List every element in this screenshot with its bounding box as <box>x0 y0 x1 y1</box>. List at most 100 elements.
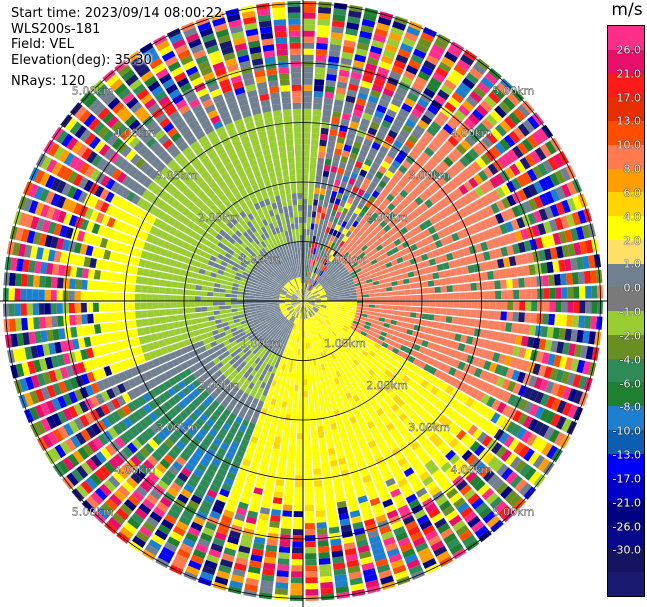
radar-gate <box>374 308 381 313</box>
radar-gate <box>380 305 387 310</box>
radar-gate <box>341 242 348 250</box>
radar-gate <box>303 126 311 133</box>
radar-gate <box>173 267 181 275</box>
radar-gate <box>450 268 458 277</box>
radar-gate <box>388 271 396 277</box>
radar-gate <box>311 432 318 439</box>
radar-gate <box>160 323 168 331</box>
radar-gate <box>430 265 438 273</box>
radar-gate <box>315 283 320 289</box>
radar-gate <box>400 226 409 235</box>
radar-gate <box>452 176 463 187</box>
radar-gate <box>391 65 404 75</box>
radar-gate <box>328 271 334 277</box>
radar-gate <box>309 285 314 292</box>
radar-gate <box>276 473 285 481</box>
radar-gate <box>342 228 349 236</box>
radar-gate <box>312 266 316 273</box>
radar-gate <box>444 269 452 278</box>
radar-gate <box>459 257 468 266</box>
radar-gate <box>316 275 321 282</box>
radar-gate <box>378 202 387 211</box>
radar-gate <box>462 77 476 90</box>
radar-gate <box>218 297 225 301</box>
radar-gate <box>363 68 376 78</box>
radar-gate <box>371 39 385 49</box>
radar-gate <box>450 324 458 333</box>
radar-gate <box>380 189 389 198</box>
radar-gate <box>518 312 525 323</box>
radar-gate <box>377 194 386 203</box>
radar-gate <box>546 261 554 274</box>
radar-gate <box>324 259 329 266</box>
radar-gate <box>208 276 216 283</box>
radar-gate <box>329 235 336 242</box>
radar-gate <box>463 274 471 283</box>
radar-gate <box>318 224 323 232</box>
radar-gate <box>560 314 568 327</box>
radar-gate <box>303 343 306 350</box>
radar-gate <box>561 199 571 214</box>
radar-gate <box>152 302 159 309</box>
radar-gate <box>577 271 585 285</box>
radar-gate <box>449 349 458 358</box>
radar-gate <box>346 132 356 141</box>
radar-gate <box>505 221 514 233</box>
radar-gate <box>158 294 165 301</box>
radar-gate <box>278 546 291 554</box>
radar-gate <box>129 320 137 329</box>
radar-gate <box>416 156 427 166</box>
radar-gate <box>32 303 39 316</box>
radar-gate <box>446 339 454 348</box>
radar-gate <box>387 179 397 189</box>
radar-gate <box>328 392 335 400</box>
radar-gate <box>461 266 469 275</box>
radar-gate <box>110 292 117 301</box>
radar-gate <box>522 265 530 276</box>
radar-gate <box>482 166 494 179</box>
radar-gate <box>522 200 533 213</box>
radar-gate <box>356 303 363 307</box>
radar-gate <box>423 333 431 341</box>
radar-gate <box>334 99 344 107</box>
radar-gate <box>348 313 356 318</box>
radar-gate <box>331 308 338 312</box>
radar-gate <box>488 91 501 104</box>
radar-gate <box>93 313 100 323</box>
radar-gate <box>464 135 476 147</box>
radar-gate <box>441 293 448 300</box>
radar-gate <box>482 310 489 319</box>
radar-gate <box>293 390 299 397</box>
radar-gate <box>383 207 392 216</box>
radar-gate <box>385 314 392 319</box>
radar-gate <box>370 273 378 279</box>
radar-gate <box>311 133 320 140</box>
radar-gate <box>582 255 590 269</box>
radar-gate <box>395 86 408 97</box>
radar-gate <box>555 201 566 216</box>
radar-gate <box>336 81 348 89</box>
radar-gate <box>363 177 372 186</box>
radar-gate <box>432 321 440 329</box>
radar-gate <box>194 296 201 301</box>
radar-gate <box>159 287 166 294</box>
radar-gate <box>494 142 506 155</box>
radar-gate <box>100 323 108 333</box>
radar-gate <box>219 288 226 293</box>
radar-gate <box>404 260 412 267</box>
radar-gate <box>371 141 381 151</box>
radar-gate <box>463 117 476 130</box>
radar-gate <box>321 282 328 287</box>
radar-gate <box>561 386 572 400</box>
radar-gate <box>356 248 364 256</box>
radar-gate <box>311 127 320 134</box>
radar-gate <box>305 277 308 284</box>
radar-gate <box>384 82 397 92</box>
radar-gate <box>249 295 256 299</box>
radar-gate <box>369 181 378 190</box>
radar-gate <box>455 351 463 360</box>
radar-gate <box>347 158 356 166</box>
radar-gate <box>332 229 338 237</box>
radar-gate <box>400 75 413 86</box>
radar-gate <box>332 14 346 22</box>
